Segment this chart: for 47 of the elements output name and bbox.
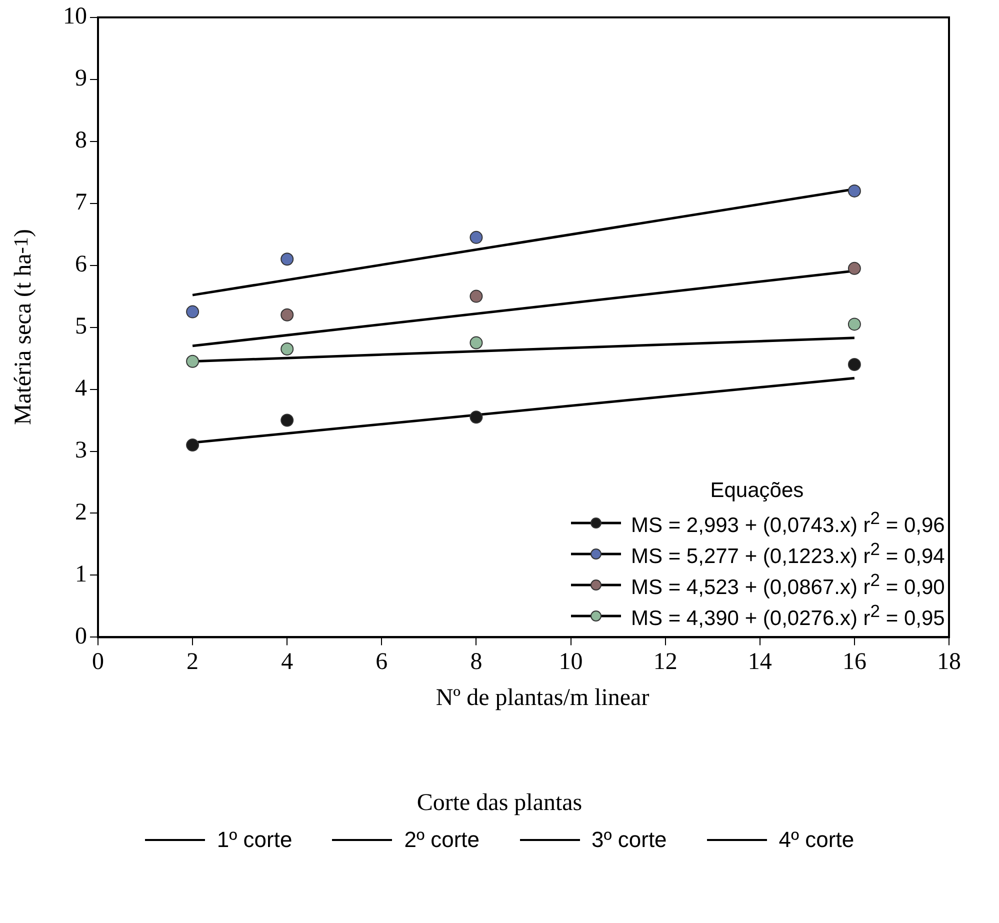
- legend-label: 4º corte: [778, 827, 854, 853]
- legend-label: MS = 4,523 + (0,0867.x) r$^{2}$ = 0,90: [631, 570, 945, 600]
- x-axis-title: Nº de plantas/m linear: [434, 685, 650, 712]
- legend-label: MS = 2,993 + (0,0743.x) r$^{2}$ = 0,96: [631, 508, 945, 538]
- point: [186, 305, 200, 318]
- x-tick-label: 10: [558, 648, 583, 675]
- point: [186, 438, 200, 452]
- y-tick-label: 7: [75, 190, 87, 216]
- legend-title: Corte das plantas: [416, 790, 584, 817]
- legend-label: 1º corte: [216, 827, 292, 853]
- annotation: Equações: [709, 479, 805, 504]
- x-tick-label: 16: [842, 648, 866, 675]
- legend-label: 2º corte: [404, 827, 480, 853]
- legend-label: MS = 4,390 + (0,0276.x) r$^{2}$ = 0,95: [631, 600, 945, 631]
- y-tick-label: 4: [75, 376, 87, 402]
- x-tick-label: 6: [376, 648, 388, 675]
- point: [186, 354, 200, 368]
- legend-label: 3º corte: [592, 827, 667, 853]
- point: [848, 184, 861, 198]
- y-tick-label: 6: [75, 252, 87, 278]
- y-tick-label: 8: [75, 128, 87, 154]
- point: [848, 262, 861, 275]
- x-tick-label: 18: [937, 648, 961, 675]
- y-tick-label: 9: [75, 66, 87, 92]
- point: [280, 252, 294, 266]
- x-tick-label: 0: [92, 648, 104, 675]
- y-tick-label: 1: [75, 562, 87, 588]
- point: [470, 230, 483, 244]
- y-tick-label: 0: [75, 623, 87, 650]
- x-tick-label: 8: [470, 648, 482, 675]
- y-tick-label: 10: [63, 4, 87, 30]
- point: [470, 336, 483, 350]
- legend-label: MS = 5,277 + (0,1223.x) r$^{2}$ = 0,94: [631, 538, 945, 569]
- x-tick-label: 12: [653, 648, 678, 675]
- y-tick-label: 2: [75, 500, 87, 526]
- point: [470, 410, 483, 424]
- y-tick-label: 3: [75, 438, 87, 464]
- x-tick-label: 4: [281, 648, 294, 675]
- point: [280, 414, 294, 427]
- x-tick-label: 14: [748, 648, 772, 675]
- point: [848, 358, 861, 371]
- point: [280, 308, 294, 322]
- point: [470, 290, 483, 303]
- point: [280, 342, 294, 356]
- point: [848, 318, 861, 331]
- x-tick-label: 2: [186, 648, 199, 675]
- y-tick-label: 5: [75, 314, 87, 340]
